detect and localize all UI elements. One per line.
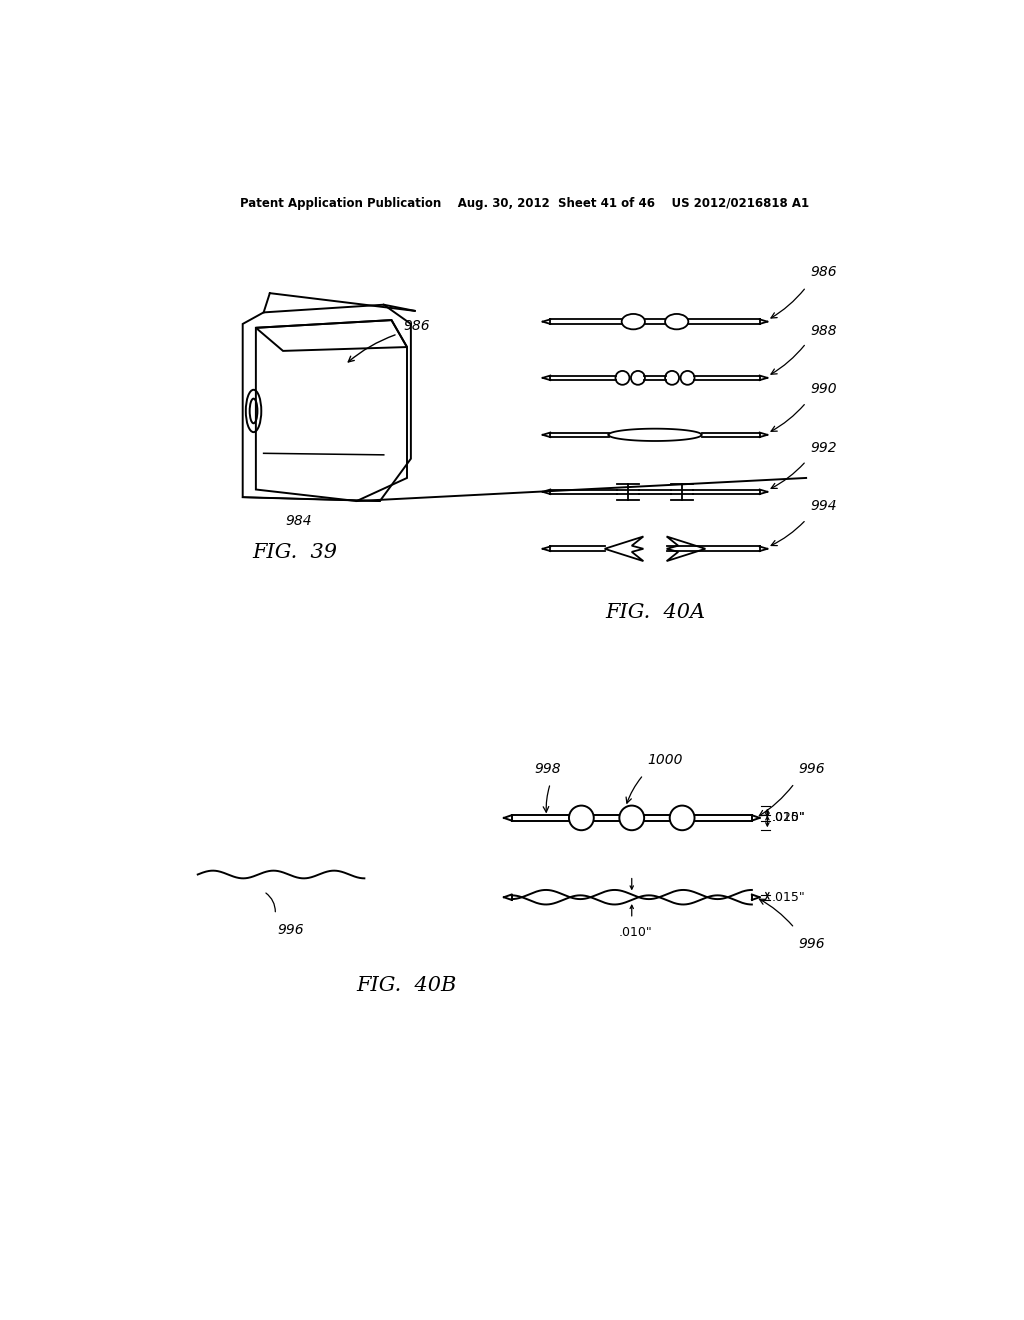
Text: 990: 990 — [810, 383, 837, 396]
Text: 996: 996 — [799, 937, 825, 952]
Text: FIG.  40B: FIG. 40B — [356, 977, 457, 995]
Text: .010": .010" — [618, 927, 652, 940]
Text: 996: 996 — [278, 923, 304, 937]
Text: 984: 984 — [286, 515, 312, 528]
Text: FIG.  40A: FIG. 40A — [605, 603, 706, 623]
Text: 1000: 1000 — [647, 754, 683, 767]
Text: FIG.  39: FIG. 39 — [252, 544, 337, 562]
Text: 996: 996 — [799, 762, 825, 776]
Text: 988: 988 — [810, 323, 837, 338]
Text: 994: 994 — [810, 499, 837, 513]
Text: .020": .020" — [772, 812, 806, 825]
Text: 992: 992 — [810, 441, 837, 455]
Text: 986: 986 — [403, 319, 430, 333]
Text: 998: 998 — [535, 762, 561, 776]
Text: Patent Application Publication    Aug. 30, 2012  Sheet 41 of 46    US 2012/02168: Patent Application Publication Aug. 30, … — [241, 197, 809, 210]
Text: .015": .015" — [772, 812, 806, 825]
Text: .015": .015" — [772, 891, 806, 904]
Text: 986: 986 — [810, 265, 837, 280]
